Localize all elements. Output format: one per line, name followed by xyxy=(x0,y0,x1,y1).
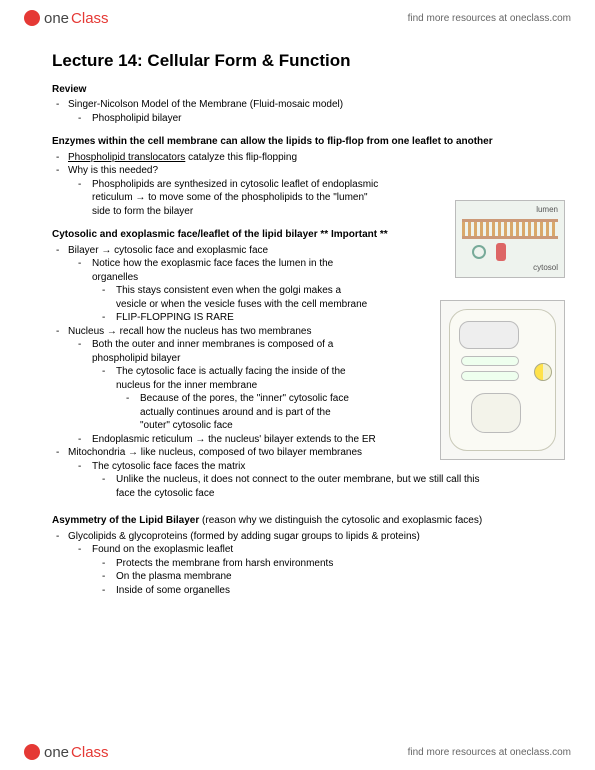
text: The cytosolic face is actually facing th… xyxy=(116,366,346,391)
figure-label: lumen xyxy=(536,205,558,216)
text: Nucleus → recall how the nucleus has two… xyxy=(68,326,311,337)
protein-icon xyxy=(472,245,486,259)
list-item: This stays consistent even when the golg… xyxy=(92,284,368,311)
text: Mitochondria → like nucleus, composed of… xyxy=(68,447,362,458)
text: Because of the pores, the "inner" cytoso… xyxy=(140,393,349,431)
figure-cell-diagram xyxy=(440,300,565,460)
list-item: Found on the exoplasmic leaflet Protects… xyxy=(68,543,555,597)
vesicle-icon xyxy=(534,363,552,381)
text: Phospholipids are synthesized in cytosol… xyxy=(92,179,378,217)
brand-logo: oneClass xyxy=(24,10,109,27)
resources-link[interactable]: find more resources at oneclass.com xyxy=(408,747,571,758)
figure-bilayer: lumen cytosol xyxy=(455,200,565,278)
text: Found on the exoplasmic leaflet xyxy=(92,544,233,555)
text-bold: Asymmetry of the Lipid Bilayer xyxy=(52,515,199,526)
list-item: Because of the pores, the "inner" cytoso… xyxy=(116,392,358,433)
text: Both the outer and inner membranes is co… xyxy=(92,339,333,364)
list-item: Singer-Nicolson Model of the Membrane (F… xyxy=(52,98,555,125)
list-item: Phospholipids are synthesized in cytosol… xyxy=(68,178,388,219)
protein-icon xyxy=(496,243,506,261)
text: On the plasma membrane xyxy=(116,571,232,582)
brand-circle-icon xyxy=(24,10,40,26)
text: Bilayer → cytosolic face and exoplasmic … xyxy=(68,245,268,256)
figure-label: cytosol xyxy=(533,263,558,274)
text: Phospholipid bilayer xyxy=(92,113,182,124)
text: Singer-Nicolson Model of the Membrane (F… xyxy=(68,99,343,110)
list-item: On the plasma membrane xyxy=(92,570,555,584)
page-title: Lecture 14: Cellular Form & Function xyxy=(52,50,555,73)
brand-text-class: Class xyxy=(71,744,109,761)
list-item: Inside of some organelles xyxy=(92,584,555,598)
asym-list: Glycolipids & glycoproteins (formed by a… xyxy=(52,530,555,598)
text: Why is this needed? xyxy=(68,165,158,176)
text: This stays consistent even when the golg… xyxy=(116,285,367,310)
text: (reason why we distinguish the cytosolic… xyxy=(199,515,482,526)
document-body: Lecture 14: Cellular Form & Function Rev… xyxy=(52,50,555,720)
list-item: Phospholipid bilayer xyxy=(68,112,555,126)
text: catalyze this flip-flopping xyxy=(185,152,297,163)
text: Endoplasmic reticulum → the nucleus' bil… xyxy=(92,434,376,445)
page-header: oneClass find more resources at oneclass… xyxy=(0,0,595,36)
text-underline: Phospholipid translocators xyxy=(68,152,185,163)
enzymes-heading: Enzymes within the cell membrane can all… xyxy=(52,135,555,149)
nucleus-icon xyxy=(471,393,521,433)
brand-text-class: Class xyxy=(71,10,109,27)
organelle-icon xyxy=(461,371,519,381)
list-item: Both the outer and inner membranes is co… xyxy=(68,338,358,433)
list-item: Notice how the exoplasmic face faces the… xyxy=(68,257,368,325)
list-item: FLIP-FLOPPING IS RARE xyxy=(92,311,368,325)
review-heading: Review xyxy=(52,83,555,97)
text: The cytosolic face faces the matrix xyxy=(92,461,245,472)
list-item: The cytosolic face faces the matrix Unli… xyxy=(68,460,555,501)
list-item: Unlike the nucleus, it does not connect … xyxy=(92,473,492,500)
organelle-icon xyxy=(459,321,519,349)
bilayer-icon xyxy=(462,219,558,239)
organelle-icon xyxy=(461,356,519,366)
brand-logo: oneClass xyxy=(24,744,109,761)
text: Protects the membrane from harsh environ… xyxy=(116,558,333,569)
resources-link[interactable]: find more resources at oneclass.com xyxy=(408,13,571,24)
brand-text-one: one xyxy=(44,744,69,761)
text: Inside of some organelles xyxy=(116,585,230,596)
text: Glycolipids & glycoproteins (formed by a… xyxy=(68,531,420,542)
text: Notice how the exoplasmic face faces the… xyxy=(92,258,333,283)
text: Unlike the nucleus, it does not connect … xyxy=(116,474,480,499)
brand-circle-icon xyxy=(24,744,40,760)
page-footer: oneClass find more resources at oneclass… xyxy=(0,734,595,770)
review-list: Singer-Nicolson Model of the Membrane (F… xyxy=(52,98,555,125)
list-item: The cytosolic face is actually facing th… xyxy=(92,365,358,433)
brand-text-one: one xyxy=(44,10,69,27)
list-item: Phospholipid translocators catalyze this… xyxy=(52,151,555,165)
text: FLIP-FLOPPING IS RARE xyxy=(116,312,234,323)
list-item: Glycolipids & glycoproteins (formed by a… xyxy=(52,530,555,598)
list-item: Protects the membrane from harsh environ… xyxy=(92,557,555,571)
asym-heading: Asymmetry of the Lipid Bilayer (reason w… xyxy=(52,514,555,528)
